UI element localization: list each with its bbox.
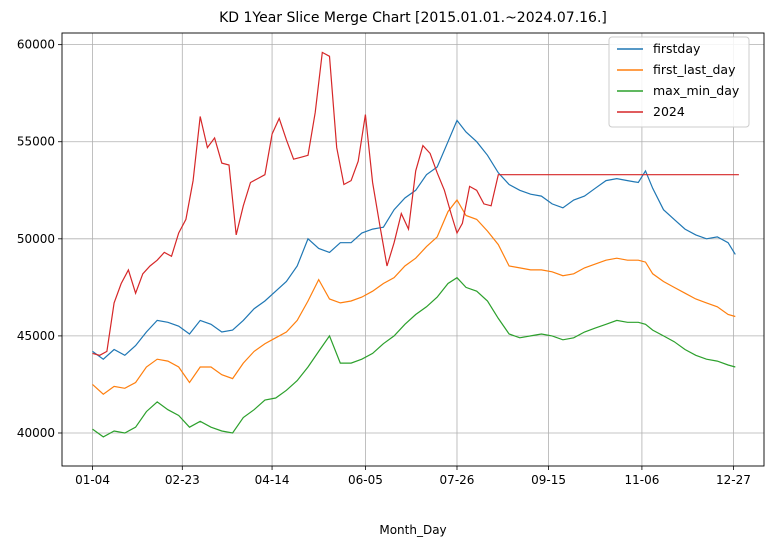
series-lines [92, 51, 739, 438]
legend-label: firstday [653, 41, 701, 56]
legend-label: 2024 [653, 104, 685, 119]
y-tick-label: 50000 [17, 232, 55, 246]
series-line-max-min-day [92, 276, 736, 438]
x-tick-label: 07-26 [440, 473, 475, 487]
y-tick-label: 55000 [17, 135, 55, 149]
series-line-firstday [92, 119, 736, 360]
legend-label: max_min_day [653, 83, 740, 98]
x-tick-label: 06-05 [348, 473, 383, 487]
y-axis: 40000 45000 50000 55000 60000 [17, 38, 62, 440]
plot-frame [61, 32, 765, 467]
x-tick-label: 01-04 [75, 473, 110, 487]
x-tick-label: 09-15 [531, 473, 566, 487]
chart-title: KD 1Year Slice Merge Chart [2015.01.01.~… [219, 10, 607, 26]
x-tick-label: 11-06 [624, 473, 659, 487]
x-tick-label: 02-23 [165, 473, 200, 487]
series-line-first-last-day [92, 198, 736, 395]
y-tick-label: 40000 [17, 426, 55, 440]
legend-label: first_last_day [653, 62, 736, 77]
series-line-2024 [92, 51, 739, 356]
x-tick-label: 12-27 [716, 473, 751, 487]
y-tick-label: 45000 [17, 329, 55, 343]
x-axis: 01-04 02-23 04-14 06-05 07-26 09-15 11-06 12-27 [75, 466, 751, 487]
legend-box [608, 36, 750, 128]
y-tick-label: 60000 [17, 38, 55, 52]
x-tick-label: 04-14 [255, 473, 290, 487]
legend: firstday first_last_day max_min_day 2024 [608, 36, 750, 128]
x-axis-title: Month_Day [379, 523, 446, 537]
